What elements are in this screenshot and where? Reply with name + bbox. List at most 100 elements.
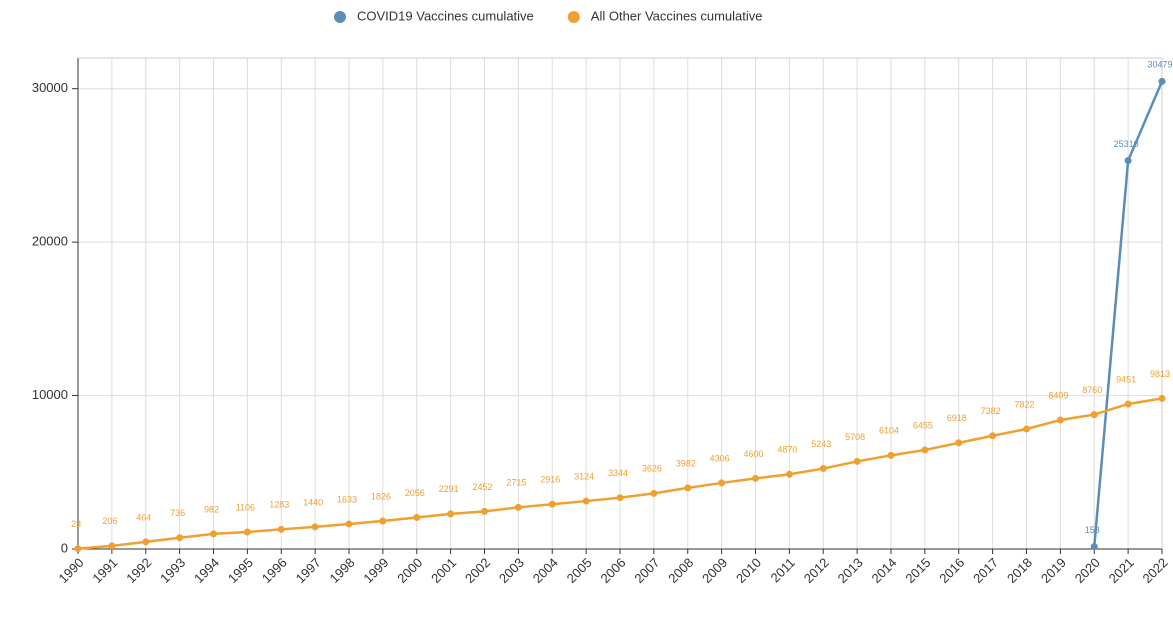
x-tick-label: 2008 (665, 555, 696, 586)
data-label: 30479 (1147, 60, 1172, 70)
data-label: 6104 (879, 426, 899, 436)
x-tick-label: 2003 (496, 555, 527, 586)
point (142, 538, 150, 546)
point (447, 510, 455, 518)
point (548, 500, 556, 508)
data-label: 982 (204, 504, 219, 514)
x-tick-label: 2018 (1004, 555, 1035, 586)
point (1158, 77, 1166, 85)
point (345, 520, 353, 528)
point (311, 523, 319, 531)
data-label: 1440 (303, 497, 323, 507)
data-label: 736 (170, 508, 185, 518)
point (108, 542, 116, 550)
point (989, 432, 997, 440)
legend-marker (334, 11, 346, 23)
point (616, 494, 624, 502)
x-tick-label: 1995 (225, 555, 256, 586)
point (1090, 411, 1098, 419)
x-tick-label: 2021 (1106, 555, 1137, 586)
point (1056, 416, 1064, 424)
legend-label: All Other Vaccines cumulative (591, 8, 763, 23)
x-tick-label: 1990 (55, 555, 86, 586)
y-tick-label: 30000 (32, 80, 68, 95)
point (481, 507, 488, 515)
x-tick-label: 1996 (259, 555, 290, 586)
data-label: 2056 (405, 488, 425, 498)
data-label: 8760 (1082, 385, 1102, 395)
point (210, 530, 217, 538)
point (921, 446, 929, 454)
data-label: 5243 (811, 439, 831, 449)
data-label: 8409 (1048, 390, 1068, 400)
point (1090, 543, 1098, 551)
x-tick-label: 2014 (868, 555, 899, 586)
x-tick-label: 2015 (902, 555, 933, 586)
data-label: 5708 (845, 432, 865, 442)
x-tick-label: 2019 (1038, 555, 1069, 586)
data-label: 464 (136, 512, 151, 522)
y-tick-label: 0 (61, 540, 68, 555)
data-label: 4870 (777, 445, 797, 455)
point (955, 439, 963, 447)
data-label: 3982 (676, 458, 696, 468)
data-label: 1283 (269, 500, 289, 510)
data-label: 23 (71, 519, 81, 529)
x-tick-label: 2011 (768, 555, 798, 585)
data-label: 3626 (642, 464, 662, 474)
x-tick-label: 2012 (801, 555, 832, 586)
data-label: 3124 (574, 471, 594, 481)
point (887, 451, 895, 459)
x-tick-label: 1993 (157, 555, 188, 586)
point (650, 489, 658, 497)
point (582, 497, 590, 505)
data-label: 6455 (913, 420, 933, 430)
point (853, 457, 861, 465)
point (243, 528, 251, 536)
point (752, 474, 759, 482)
point (1158, 394, 1166, 402)
x-tick-label: 2004 (530, 555, 561, 586)
x-tick-label: 1992 (123, 555, 154, 586)
data-label: 1826 (371, 491, 391, 501)
data-label: 206 (102, 516, 117, 526)
data-label: 153 (1085, 525, 1100, 535)
data-label: 6918 (947, 413, 967, 423)
legend-label: COVID19 Vaccines cumulative (357, 8, 534, 23)
x-tick-label: 2020 (1072, 555, 1103, 586)
x-tick-label: 2006 (597, 555, 628, 586)
data-label: 3344 (608, 468, 628, 478)
x-tick-label: 2000 (394, 555, 425, 586)
data-label: 4306 (710, 453, 730, 463)
point (819, 465, 827, 473)
x-tick-label: 2017 (970, 555, 1001, 586)
y-tick-label: 10000 (32, 387, 68, 402)
point (74, 545, 82, 553)
point (379, 517, 387, 525)
x-tick-label: 1991 (89, 555, 120, 586)
x-tick-label: 2002 (462, 555, 493, 586)
legend-marker (567, 11, 580, 23)
y-tick-label: 20000 (32, 234, 68, 249)
point (718, 479, 726, 487)
data-label: 4600 (743, 449, 763, 459)
data-label: 7822 (1014, 399, 1034, 409)
x-tick-label: 2001 (428, 555, 459, 586)
data-label: 25310 (1114, 139, 1139, 149)
data-label: 1106 (236, 502, 255, 512)
data-label: 9451 (1116, 374, 1136, 384)
point (684, 484, 692, 492)
x-tick-label: 1998 (326, 555, 357, 586)
data-label: 1633 (337, 494, 357, 504)
data-label: 9813 (1150, 369, 1170, 379)
data-label: 2916 (540, 475, 560, 485)
point (1124, 400, 1132, 408)
x-tick-label: 2022 (1139, 555, 1170, 586)
data-label: 2452 (472, 482, 492, 492)
point (277, 525, 285, 533)
x-tick-label: 2010 (733, 555, 764, 586)
data-label: 7382 (981, 406, 1001, 416)
x-tick-label: 2007 (631, 555, 662, 586)
point (514, 503, 522, 511)
